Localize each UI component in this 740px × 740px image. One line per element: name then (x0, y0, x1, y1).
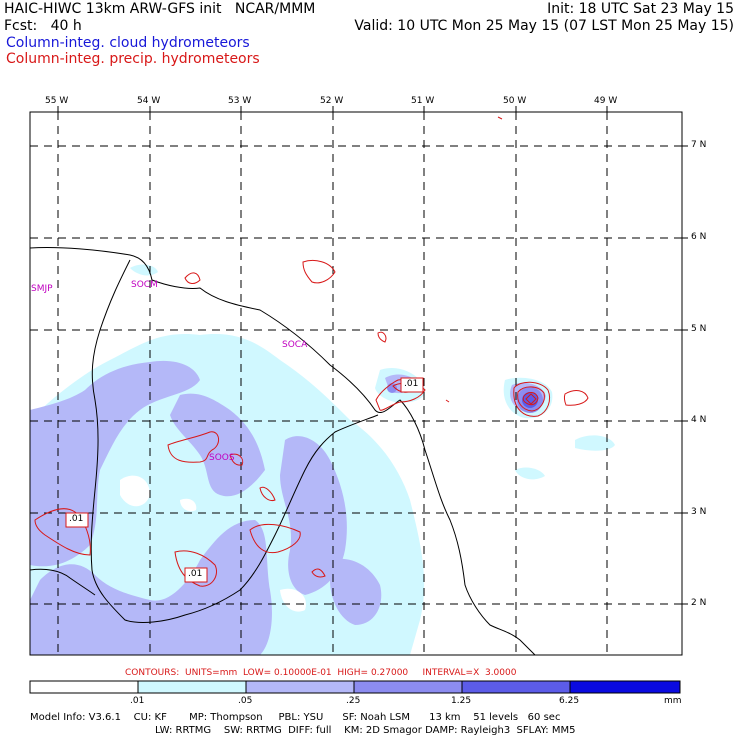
lon-label-50w: 50 W (503, 96, 527, 106)
forecast-hour: Fcst: 40 h (4, 18, 82, 34)
model-info-line2: LW: RRTMG SW: RRTMG DIFF: full KM: 2D Sm… (155, 725, 576, 736)
valid-time: Valid: 10 UTC Mon 25 May 15 (07 LST Mon … (354, 18, 734, 34)
station-soca: SOCA (282, 340, 308, 350)
axis-ticks (57, 106, 688, 605)
lat-label-5n: 5 N (691, 324, 707, 334)
lat-label-4n: 4 N (691, 415, 707, 425)
cloud-field-label: Column-integ. cloud hydrometeors (6, 35, 250, 51)
lon-label-52w: 52 W (320, 96, 344, 106)
lon-label-51w: 51 W (411, 96, 435, 106)
colorbar-tick: 6.25 (559, 696, 580, 706)
lon-label-49w: 49 W (594, 96, 618, 106)
cloud-shading-gaps (120, 475, 306, 612)
colorbar-tick: .25 (346, 696, 361, 706)
contour-label: .01 (188, 569, 203, 579)
lon-label-53w: 53 W (228, 96, 252, 106)
coastline (30, 246, 536, 655)
init-time: Init: 18 UTC Sat 23 May 15 (547, 1, 734, 17)
lon-label-54w: 54 W (137, 96, 161, 106)
colorbar-unit: mm (664, 696, 682, 706)
contour-info: CONTOURS: UNITS=mm LOW= 0.10000E-01 HIGH… (125, 668, 517, 678)
map-frame (29, 111, 683, 656)
station-soos: SOOS (209, 453, 235, 463)
lat-label-2n: 2 N (691, 598, 707, 608)
colorbar-tick: .05 (238, 696, 253, 706)
station-smjp: SMJP (31, 284, 53, 294)
header-title: HAIC-HIWC 13km ARW-GFS init NCAR/MMM (4, 1, 316, 17)
contour-label: .01 (404, 379, 419, 389)
lat-label-3n: 3 N (691, 507, 707, 517)
colorbar-tick: 1.25 (451, 696, 472, 706)
precip-contours (34, 116, 589, 587)
station-socm: SOCM (131, 280, 158, 290)
graticule (30, 112, 682, 655)
colorbar (29, 680, 681, 694)
contour-label: .01 (69, 514, 84, 524)
lat-label-7n: 7 N (691, 140, 707, 150)
lon-label-55w: 55 W (45, 96, 69, 106)
lat-label-6n: 6 N (691, 232, 707, 242)
contour-label-boxes (65, 377, 424, 583)
model-info-line1: Model Info: V3.6.1 CU: KF MP: Thompson P… (30, 712, 561, 723)
precip-field-label: Column-integ. precip. hydrometeors (6, 51, 260, 67)
colorbar-tick: .01 (130, 696, 145, 706)
